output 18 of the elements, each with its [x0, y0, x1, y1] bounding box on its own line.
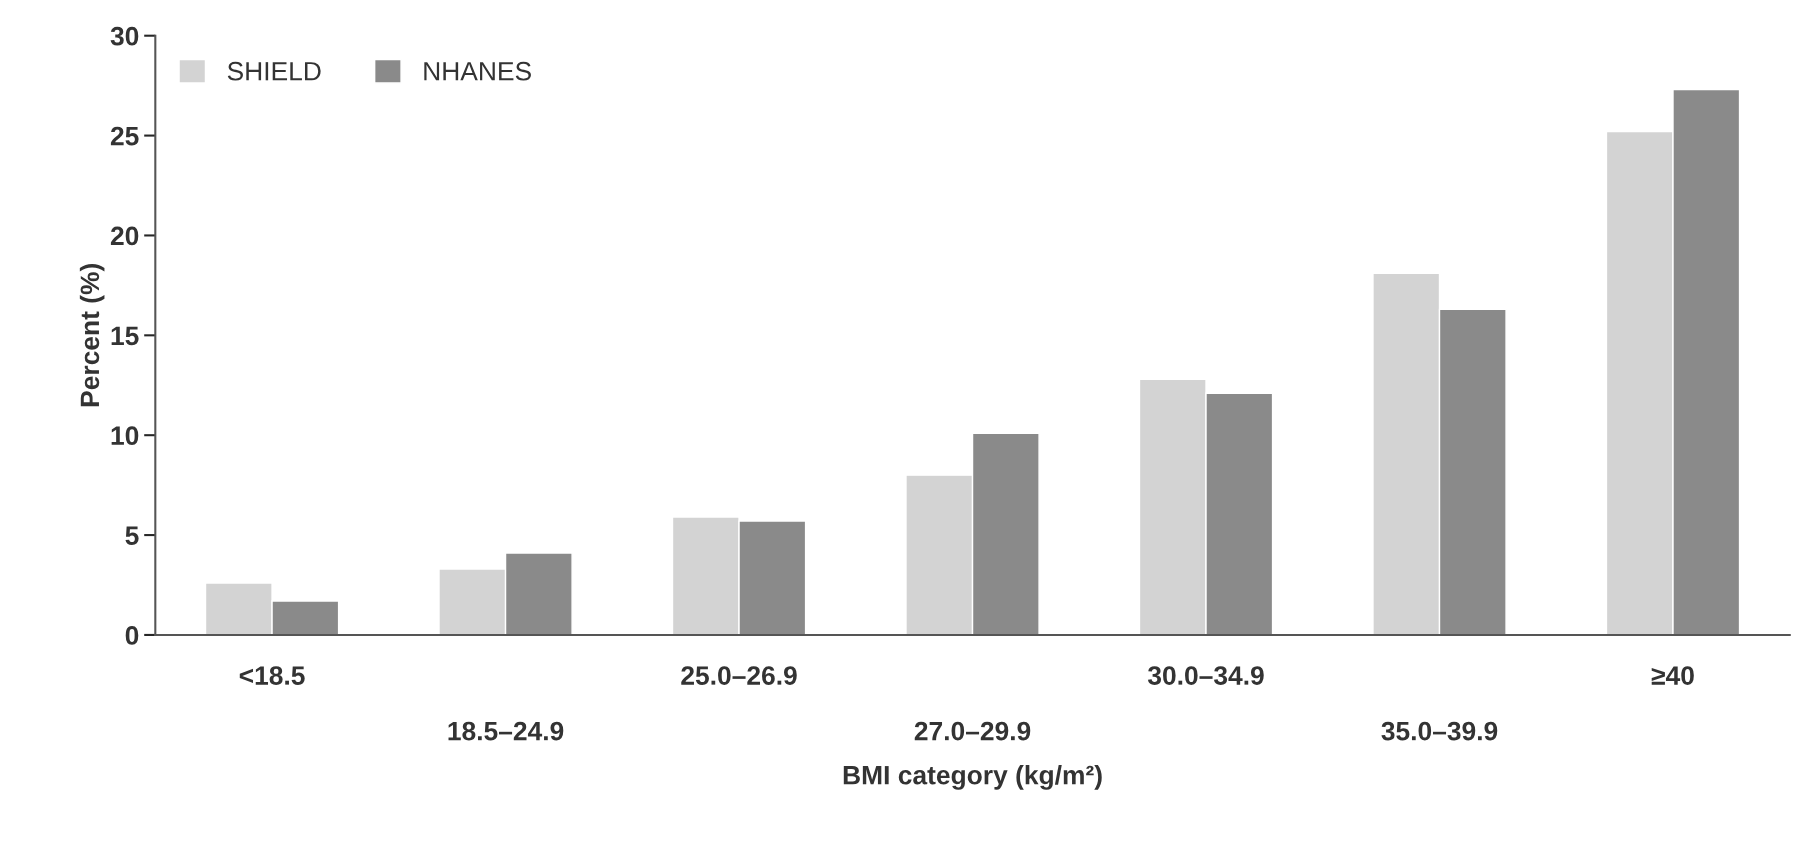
x-tick-label: <18.5: [239, 666, 305, 685]
y-tick-label: 30: [110, 26, 139, 46]
y-tick-label: 25: [110, 126, 139, 146]
x-tick-label: 35.0–39.9: [1381, 721, 1498, 741]
y-tick-label: 20: [110, 226, 139, 246]
y-tick-label: 15: [111, 326, 139, 346]
legend-label: SHIELD: [227, 61, 321, 81]
x-tick-label: 27.0–29.9: [914, 721, 1031, 741]
y-tick-label: 5: [125, 526, 139, 545]
x-tick-label: ≥40: [1651, 666, 1694, 685]
y-axis-title: Percent (%): [79, 264, 105, 407]
x-tick-label: 18.5–24.9: [448, 721, 564, 741]
legend-label: NHANES: [424, 61, 531, 81]
y-tick-label: 10: [111, 426, 139, 446]
y-tick-label: 0: [125, 626, 139, 645]
x-axis-title: BMI category (kg/m²): [843, 765, 1102, 790]
x-tick-label: 30.0–34.9: [1147, 666, 1264, 685]
x-tick-label: 25.0–26.9: [681, 666, 797, 685]
